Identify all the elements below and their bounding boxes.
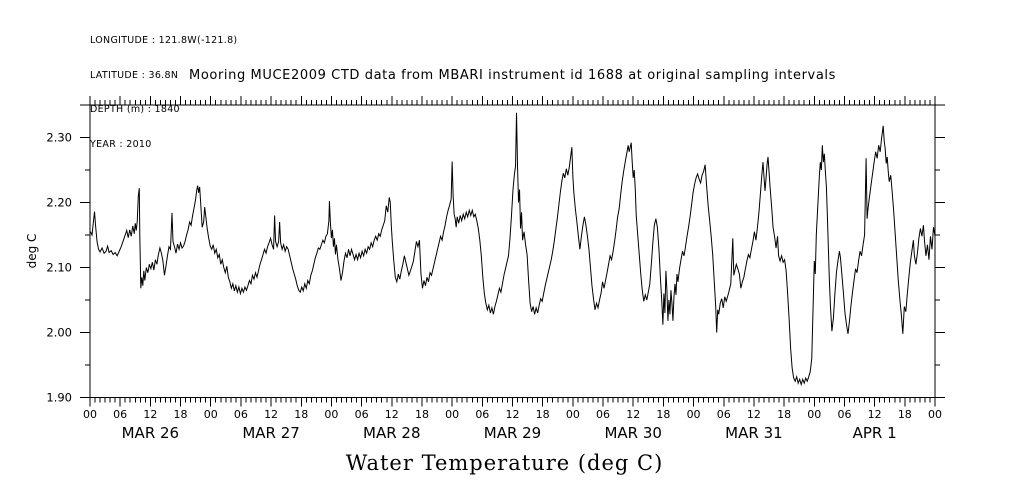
y-tick-label: 2.10 bbox=[46, 261, 72, 275]
x-day-label: MAR 31 bbox=[725, 424, 782, 442]
x-hour-label: 00 bbox=[445, 408, 459, 421]
metadata-year: YEAR : 2010 bbox=[90, 138, 152, 150]
bottom-axis-title: Water Temperature (deg C) bbox=[345, 451, 664, 475]
temperature-series bbox=[90, 112, 936, 387]
x-hour-label: 00 bbox=[928, 408, 942, 421]
x-hour-label: 12 bbox=[264, 408, 278, 421]
x-hour-label: 12 bbox=[506, 408, 520, 421]
x-hour-label: 00 bbox=[83, 408, 97, 421]
x-hour-label: 00 bbox=[687, 408, 701, 421]
x-hour-label: 06 bbox=[355, 408, 369, 421]
metadata-longitude: LONGITUDE : 121.8W(-121.8) bbox=[90, 35, 238, 46]
x-day-label: MAR 28 bbox=[363, 424, 420, 442]
x-hour-label: 18 bbox=[415, 408, 429, 421]
y-axis-label: deg C bbox=[25, 233, 39, 269]
x-hour-label: 00 bbox=[324, 408, 338, 421]
x-hour-label: 18 bbox=[898, 408, 912, 421]
x-hour-label: 06 bbox=[475, 408, 489, 421]
x-hour-label: 06 bbox=[596, 408, 610, 421]
y-tick-label: 1.90 bbox=[46, 391, 72, 405]
x-hour-label: 06 bbox=[837, 408, 851, 421]
x-hour-label: 12 bbox=[626, 408, 640, 421]
metadata-block: LONGITUDE : 121.8W(-121.8) LATITUDE : 36… bbox=[90, 12, 237, 173]
x-hour-label: 18 bbox=[294, 408, 308, 421]
x-hour-label: 18 bbox=[656, 408, 670, 421]
x-hour-label: 06 bbox=[234, 408, 248, 421]
x-hour-label: 18 bbox=[174, 408, 188, 421]
x-hour-label: 18 bbox=[536, 408, 550, 421]
x-day-label: MAR 26 bbox=[122, 424, 179, 442]
x-hour-label: 12 bbox=[143, 408, 157, 421]
x-hour-label: 00 bbox=[566, 408, 580, 421]
y-tick-label: 2.30 bbox=[46, 131, 72, 145]
metadata-latitude: LATITUDE : 36.8N bbox=[90, 69, 179, 81]
metadata-depth: DEPTH (m) : 1840 bbox=[90, 104, 180, 115]
x-day-label: APR 1 bbox=[853, 424, 897, 442]
x-hour-label: 00 bbox=[204, 408, 218, 421]
x-hour-label: 12 bbox=[868, 408, 882, 421]
x-hour-label: 18 bbox=[777, 408, 791, 421]
y-tick-label: 2.20 bbox=[46, 196, 72, 210]
x-hour-label: 06 bbox=[717, 408, 731, 421]
x-day-label: MAR 27 bbox=[242, 424, 299, 442]
plot-title: Mooring MUCE2009 CTD data from MBARI ins… bbox=[189, 68, 836, 83]
x-hour-label: 12 bbox=[385, 408, 399, 421]
x-hour-label: 12 bbox=[747, 408, 761, 421]
x-day-label: MAR 29 bbox=[484, 424, 541, 442]
x-hour-label: 06 bbox=[113, 408, 127, 421]
x-day-label: MAR 30 bbox=[604, 424, 661, 442]
x-hour-label: 00 bbox=[807, 408, 821, 421]
y-tick-label: 2.00 bbox=[46, 326, 72, 340]
